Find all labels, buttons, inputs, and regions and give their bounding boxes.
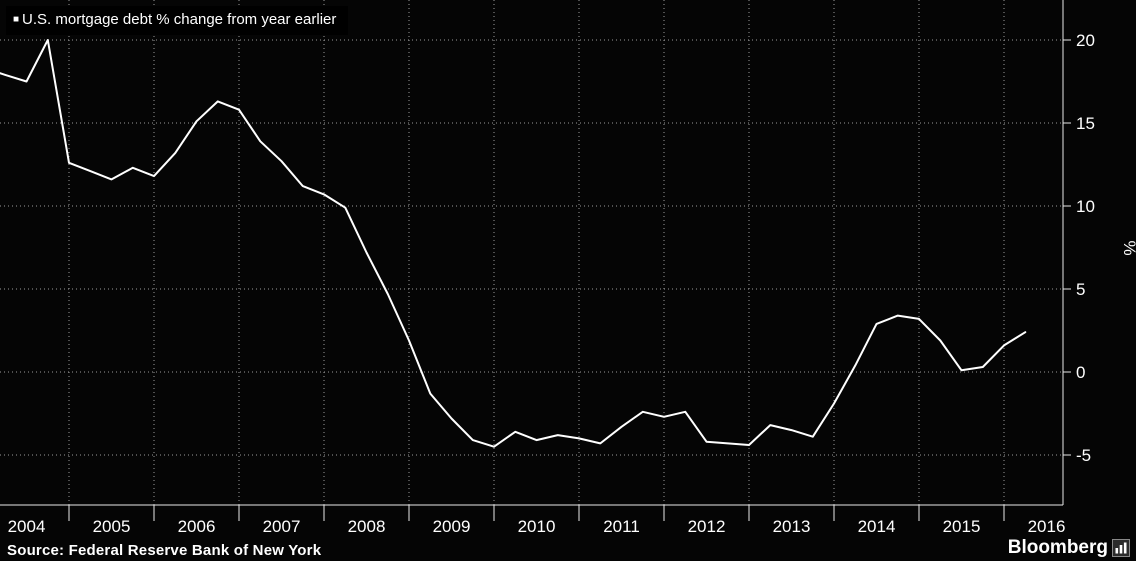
legend: ■ U.S. mortgage debt % change from year e… — [6, 6, 349, 35]
x-tick-label: 2010 — [518, 517, 556, 536]
x-tick-label: 2015 — [943, 517, 981, 536]
x-tick-label: 2009 — [433, 517, 471, 536]
y-tick-label: 5 — [1076, 280, 1085, 299]
y-tick-label: -5 — [1076, 446, 1091, 465]
x-tick-label: 2005 — [93, 517, 131, 536]
legend-label: U.S. mortgage debt % change from year ea… — [22, 11, 337, 28]
bloomberg-chart-icon — [1112, 539, 1130, 557]
series-line — [0, 39, 1027, 448]
x-tick-label: 2014 — [858, 517, 896, 536]
y-tick-label: 10 — [1076, 197, 1095, 216]
y-tick-label: 0 — [1076, 363, 1085, 382]
x-tick-label: 2008 — [348, 517, 386, 536]
x-tick-label: 2013 — [773, 517, 811, 536]
y-tick-label: 20 — [1076, 31, 1095, 50]
x-tick-label: 2012 — [688, 517, 726, 536]
bloomberg-wordmark: Bloomberg — [1007, 537, 1108, 558]
x-tick-label: 2011 — [603, 517, 640, 536]
x-tick-label: 2007 — [263, 517, 301, 536]
source-note: Source: Federal Reserve Bank of New York — [7, 542, 322, 559]
bloomberg-logo: Bloomberg — [1008, 537, 1130, 559]
y-tick-label: 15 — [1076, 114, 1095, 133]
x-tick-label: 2016 — [1028, 517, 1066, 536]
x-tick-label: 2004 — [8, 517, 46, 536]
legend-marker-icon: ■ — [13, 14, 20, 25]
x-tick-label: 2006 — [178, 517, 216, 536]
y-axis-title: % — [1120, 240, 1136, 255]
